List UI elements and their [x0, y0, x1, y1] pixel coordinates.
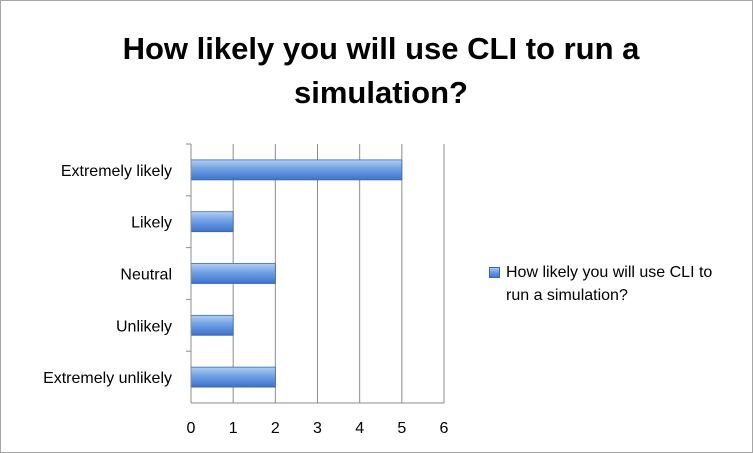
- category-label: Extremely likely: [61, 163, 172, 180]
- bar: [190, 211, 234, 233]
- x-tick-label: 4: [355, 420, 364, 437]
- x-tick-label: 3: [313, 420, 322, 437]
- x-tick-label: 1: [229, 420, 238, 437]
- bars: [190, 159, 403, 388]
- category-label: Neutral: [120, 267, 172, 284]
- x-tick-label: 0: [187, 420, 196, 437]
- category-label: Extremely unlikely: [43, 370, 172, 387]
- category-label: Likely: [131, 215, 172, 232]
- x-tick-label: 6: [440, 420, 449, 437]
- bar: [190, 366, 276, 388]
- legend: How likely you will use CLI to run a sim…: [489, 261, 729, 307]
- bar: [190, 159, 403, 181]
- category-label: Unlikely: [116, 318, 172, 335]
- bar: [190, 314, 234, 336]
- legend-label: How likely you will use CLI to run a sim…: [506, 264, 713, 304]
- legend-swatch: [489, 267, 500, 278]
- x-tick-label: 2: [271, 420, 280, 437]
- bar: [190, 263, 276, 284]
- x-tick-label: 5: [397, 420, 406, 437]
- tick-labels: 0 1 2 3 4 5 6 Extremely likely Likely Neutral Unli…: [43, 163, 448, 437]
- axes: [186, 143, 444, 404]
- chart-title: How likely you will use CLI to run a sim…: [122, 31, 640, 110]
